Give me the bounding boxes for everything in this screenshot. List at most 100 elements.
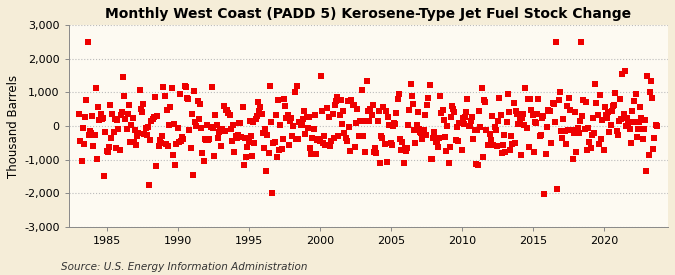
- Point: [159, 94, 170, 98]
- Point: [496, 151, 507, 155]
- Point: [145, 138, 156, 142]
- Point: [404, 107, 415, 112]
- Point: [518, 112, 529, 117]
- Point: [535, 133, 546, 137]
- Point: [339, 131, 350, 136]
- Point: [86, 131, 97, 135]
- Point: [148, 115, 159, 119]
- Point: [466, 118, 477, 123]
- Point: [164, 122, 175, 127]
- Point: [78, 126, 88, 130]
- Point: [94, 118, 105, 122]
- Point: [136, 107, 146, 111]
- Point: [132, 134, 142, 138]
- Point: [571, 150, 582, 154]
- Point: [169, 163, 180, 167]
- Point: [347, 103, 358, 107]
- Point: [275, 123, 286, 128]
- Point: [546, 141, 557, 145]
- Point: [564, 95, 574, 100]
- Point: [150, 95, 161, 100]
- Point: [639, 127, 649, 132]
- Point: [122, 112, 133, 116]
- Point: [273, 97, 284, 102]
- Point: [109, 117, 120, 122]
- Point: [178, 137, 189, 141]
- Point: [113, 127, 124, 132]
- Point: [527, 113, 538, 117]
- Point: [551, 40, 562, 44]
- Point: [508, 101, 519, 106]
- Point: [605, 123, 616, 128]
- Point: [359, 150, 370, 155]
- Point: [353, 134, 364, 138]
- Point: [114, 147, 125, 152]
- Point: [122, 127, 132, 131]
- Point: [125, 140, 136, 144]
- Point: [119, 94, 130, 98]
- Point: [141, 133, 152, 138]
- Point: [547, 100, 558, 105]
- Point: [240, 136, 250, 140]
- Point: [204, 136, 215, 141]
- Point: [402, 146, 412, 150]
- Point: [219, 129, 230, 133]
- Point: [532, 112, 543, 117]
- Point: [75, 139, 86, 143]
- Point: [76, 159, 87, 163]
- Point: [177, 135, 188, 139]
- Point: [435, 94, 446, 98]
- Point: [647, 96, 657, 101]
- Point: [304, 114, 315, 119]
- Point: [541, 125, 552, 129]
- Point: [323, 143, 333, 147]
- Point: [205, 125, 216, 129]
- Point: [379, 141, 390, 146]
- Point: [246, 134, 256, 138]
- Point: [217, 127, 228, 131]
- Point: [504, 110, 514, 114]
- Point: [133, 131, 144, 135]
- Point: [111, 146, 122, 150]
- Point: [576, 40, 587, 44]
- Point: [171, 142, 182, 146]
- Point: [522, 97, 533, 101]
- Point: [449, 110, 460, 114]
- Point: [225, 127, 236, 131]
- Point: [507, 142, 518, 147]
- Point: [572, 125, 583, 130]
- Point: [510, 109, 521, 114]
- Point: [531, 120, 541, 125]
- Point: [385, 141, 396, 145]
- Point: [467, 115, 478, 119]
- Point: [90, 86, 101, 91]
- Point: [338, 109, 348, 113]
- Point: [608, 104, 618, 108]
- Point: [419, 113, 430, 117]
- Point: [255, 104, 266, 109]
- Point: [624, 126, 635, 131]
- Point: [99, 174, 109, 178]
- Point: [350, 145, 360, 149]
- Point: [598, 148, 609, 152]
- Point: [589, 131, 599, 136]
- Point: [360, 119, 371, 123]
- Point: [117, 110, 128, 114]
- Point: [431, 138, 442, 143]
- Point: [630, 92, 641, 96]
- Point: [521, 126, 532, 131]
- Point: [256, 112, 267, 116]
- Point: [140, 126, 151, 130]
- Point: [180, 84, 190, 88]
- Point: [625, 141, 636, 146]
- Point: [448, 107, 458, 112]
- Point: [176, 139, 186, 144]
- Point: [406, 94, 417, 98]
- Point: [302, 126, 313, 131]
- Point: [105, 103, 115, 107]
- Point: [300, 132, 310, 137]
- Point: [215, 129, 225, 133]
- Point: [189, 89, 200, 93]
- Point: [130, 128, 140, 133]
- Point: [389, 120, 400, 125]
